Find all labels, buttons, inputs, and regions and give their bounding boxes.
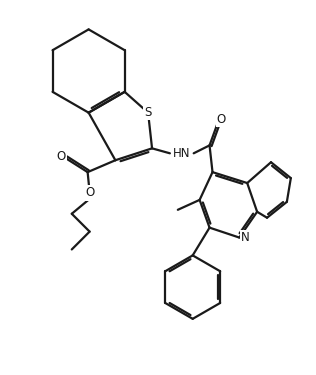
Text: O: O [56, 150, 65, 163]
Text: S: S [144, 106, 152, 119]
Text: O: O [217, 113, 226, 126]
Text: O: O [85, 186, 94, 200]
Text: HN: HN [173, 147, 191, 160]
Text: N: N [241, 231, 250, 244]
